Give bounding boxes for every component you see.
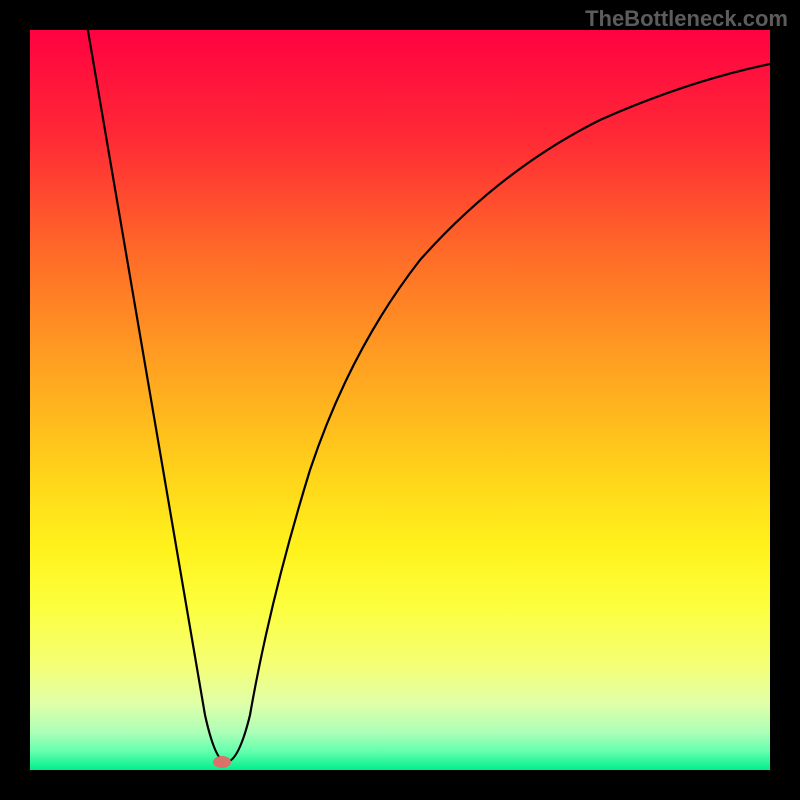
- curve-marker: [213, 756, 231, 768]
- watermark-text: TheBottleneck.com: [585, 6, 788, 32]
- chart-container: TheBottleneck.com: [0, 0, 800, 800]
- chart-svg: [0, 0, 800, 800]
- chart-background: [30, 30, 770, 770]
